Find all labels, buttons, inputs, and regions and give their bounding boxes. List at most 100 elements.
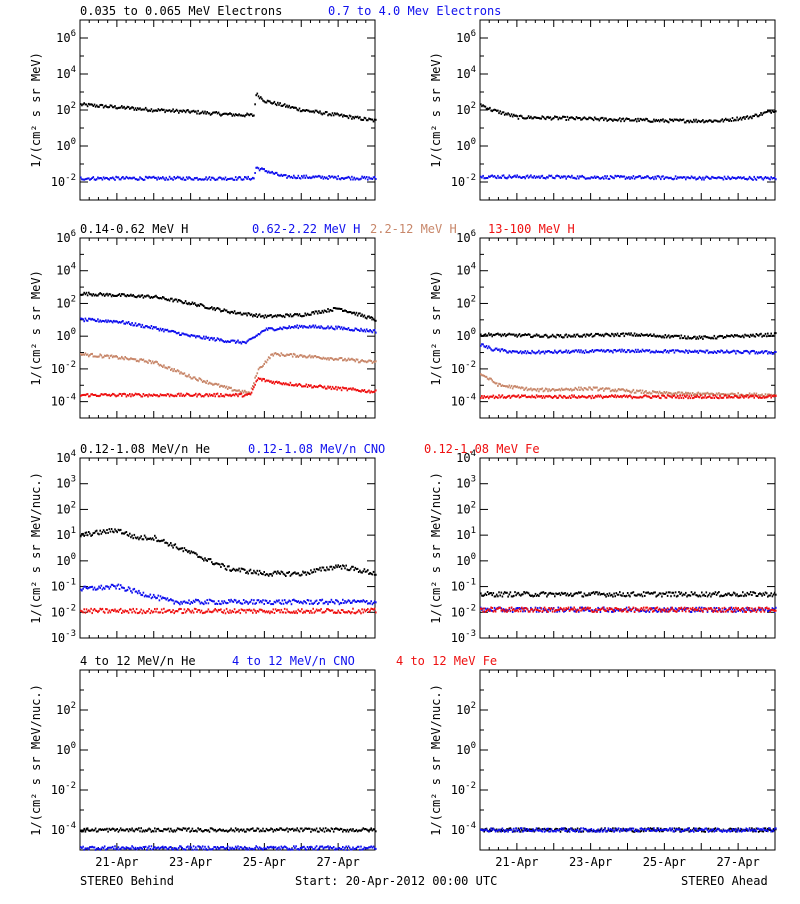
data-point: [122, 320, 124, 322]
data-point: [687, 352, 689, 354]
data-point: [743, 116, 745, 118]
data-point: [666, 391, 668, 393]
data-point: [603, 178, 605, 180]
plot-frame: [480, 20, 775, 200]
data-point: [121, 395, 123, 397]
data-point: [374, 329, 376, 331]
data-point: [150, 327, 152, 329]
data-point: [487, 591, 489, 593]
data-point: [222, 612, 224, 614]
data-point: [352, 179, 354, 181]
data-point: [540, 395, 542, 397]
data-point: [761, 595, 763, 597]
data-point: [196, 611, 198, 613]
data-point: [220, 393, 222, 395]
data-point: [274, 101, 276, 103]
data-point: [153, 539, 155, 541]
data-point: [137, 592, 139, 594]
data-point: [109, 588, 111, 590]
data-point: [233, 601, 235, 603]
data-point: [172, 547, 174, 549]
data-point: [769, 178, 771, 180]
data-point: [350, 179, 352, 181]
data-point: [176, 395, 178, 397]
data-point: [481, 395, 483, 397]
data-point: [179, 603, 181, 605]
data-point: [213, 307, 215, 309]
data-point: [320, 608, 322, 610]
data-point: [142, 324, 144, 326]
data-point: [102, 608, 104, 610]
data-point: [530, 174, 532, 176]
data-point: [115, 588, 117, 590]
data-point: [327, 178, 329, 180]
data-point: [772, 595, 774, 597]
data-point: [497, 595, 499, 597]
data-point: [291, 353, 293, 355]
data-point: [710, 178, 712, 180]
data-point: [251, 610, 253, 612]
data-point: [553, 593, 555, 595]
data-point: [499, 350, 501, 352]
data-point: [599, 119, 601, 121]
y-tick-label: 100: [456, 327, 476, 343]
data-point: [238, 609, 240, 611]
data-point: [195, 393, 197, 395]
data-point: [691, 611, 693, 613]
data-point: [172, 609, 174, 611]
data-point: [712, 395, 714, 397]
data-point: [584, 334, 586, 336]
data-point: [220, 608, 222, 610]
data-point: [296, 177, 298, 179]
data-point: [374, 176, 376, 178]
data-point: [666, 592, 668, 594]
data-point: [234, 179, 236, 181]
data-point: [312, 571, 314, 573]
data-point: [326, 388, 328, 390]
legend-entry: 13-100 MeV H: [488, 222, 575, 236]
data-point: [243, 599, 245, 601]
data-point: [290, 313, 292, 315]
data-point: [97, 318, 99, 320]
data-point: [542, 175, 544, 177]
data-point: [336, 178, 338, 180]
data-point: [498, 394, 500, 396]
data-point: [155, 537, 157, 539]
y-tick-label: 10-2: [451, 603, 476, 619]
data-point: [614, 394, 616, 396]
data-point: [254, 315, 256, 317]
data-point: [97, 588, 99, 590]
data-point: [690, 392, 692, 394]
data-point: [312, 325, 314, 327]
data-point: [678, 335, 680, 337]
data-point: [770, 333, 772, 335]
data-point: [679, 337, 681, 339]
data-point: [90, 608, 92, 610]
data-point: [218, 112, 220, 114]
data-point: [271, 575, 273, 577]
data-point: [766, 350, 768, 352]
data-point: [674, 352, 676, 354]
data-point: [660, 593, 662, 595]
data-point: [130, 609, 132, 611]
data-point: [336, 612, 338, 614]
data-point: [732, 594, 734, 596]
data-point: [332, 568, 334, 570]
data-point: [282, 328, 284, 330]
data-point: [497, 385, 499, 387]
data-point: [148, 596, 150, 598]
data-point: [567, 336, 569, 338]
data-point: [375, 320, 377, 322]
data-point: [512, 387, 514, 389]
data-point: [263, 363, 265, 365]
y-tick-label: 100: [56, 137, 76, 153]
data-point: [191, 612, 193, 614]
data-point: [751, 594, 753, 596]
data-point: [279, 611, 281, 613]
data-point: [372, 573, 374, 575]
data-point: [558, 607, 560, 609]
data-point: [702, 177, 704, 179]
data-point: [524, 177, 526, 179]
data-point: [363, 570, 365, 572]
data-point: [290, 382, 292, 384]
